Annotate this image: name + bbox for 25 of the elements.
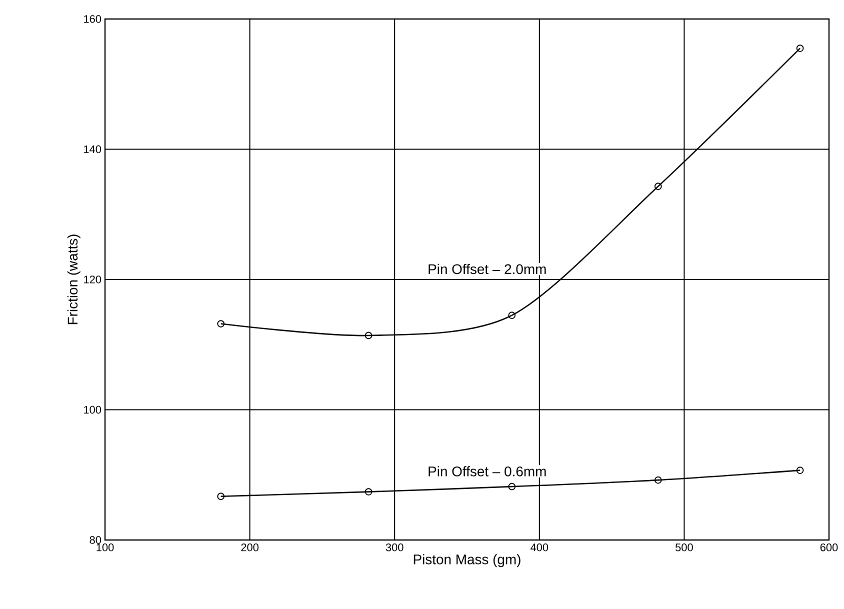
x-tick-label: 600 [820, 544, 838, 552]
series-label: Pin Offset – 0.6mm [428, 466, 546, 476]
point [508, 482, 516, 490]
point [364, 332, 372, 340]
point [508, 312, 516, 319]
x-axis-title: Piston Mass (gm) [414, 554, 520, 568]
x-tick-label: 300 [386, 544, 404, 552]
y-tick-label: 120 [84, 276, 102, 284]
x-tick-label: 500 [676, 544, 693, 552]
x-tick-label: 200 [241, 544, 259, 552]
series-label: Pin Offset – 2.0mm [428, 264, 546, 274]
y-tick-label: 140 [84, 145, 102, 154]
y-axis-title: Friction (watts) [67, 234, 80, 324]
point [654, 476, 662, 484]
point [796, 44, 804, 52]
point [364, 488, 372, 496]
y-tick-label: 100 [84, 406, 102, 414]
y-tick-label: 160 [84, 15, 102, 23]
x-tick-label: 100 [96, 544, 114, 552]
point [217, 320, 225, 328]
point [796, 466, 804, 474]
point [217, 492, 225, 500]
y-tick-label: 80 [90, 536, 102, 544]
point [654, 182, 662, 190]
x-tick-label: 400 [530, 544, 548, 552]
